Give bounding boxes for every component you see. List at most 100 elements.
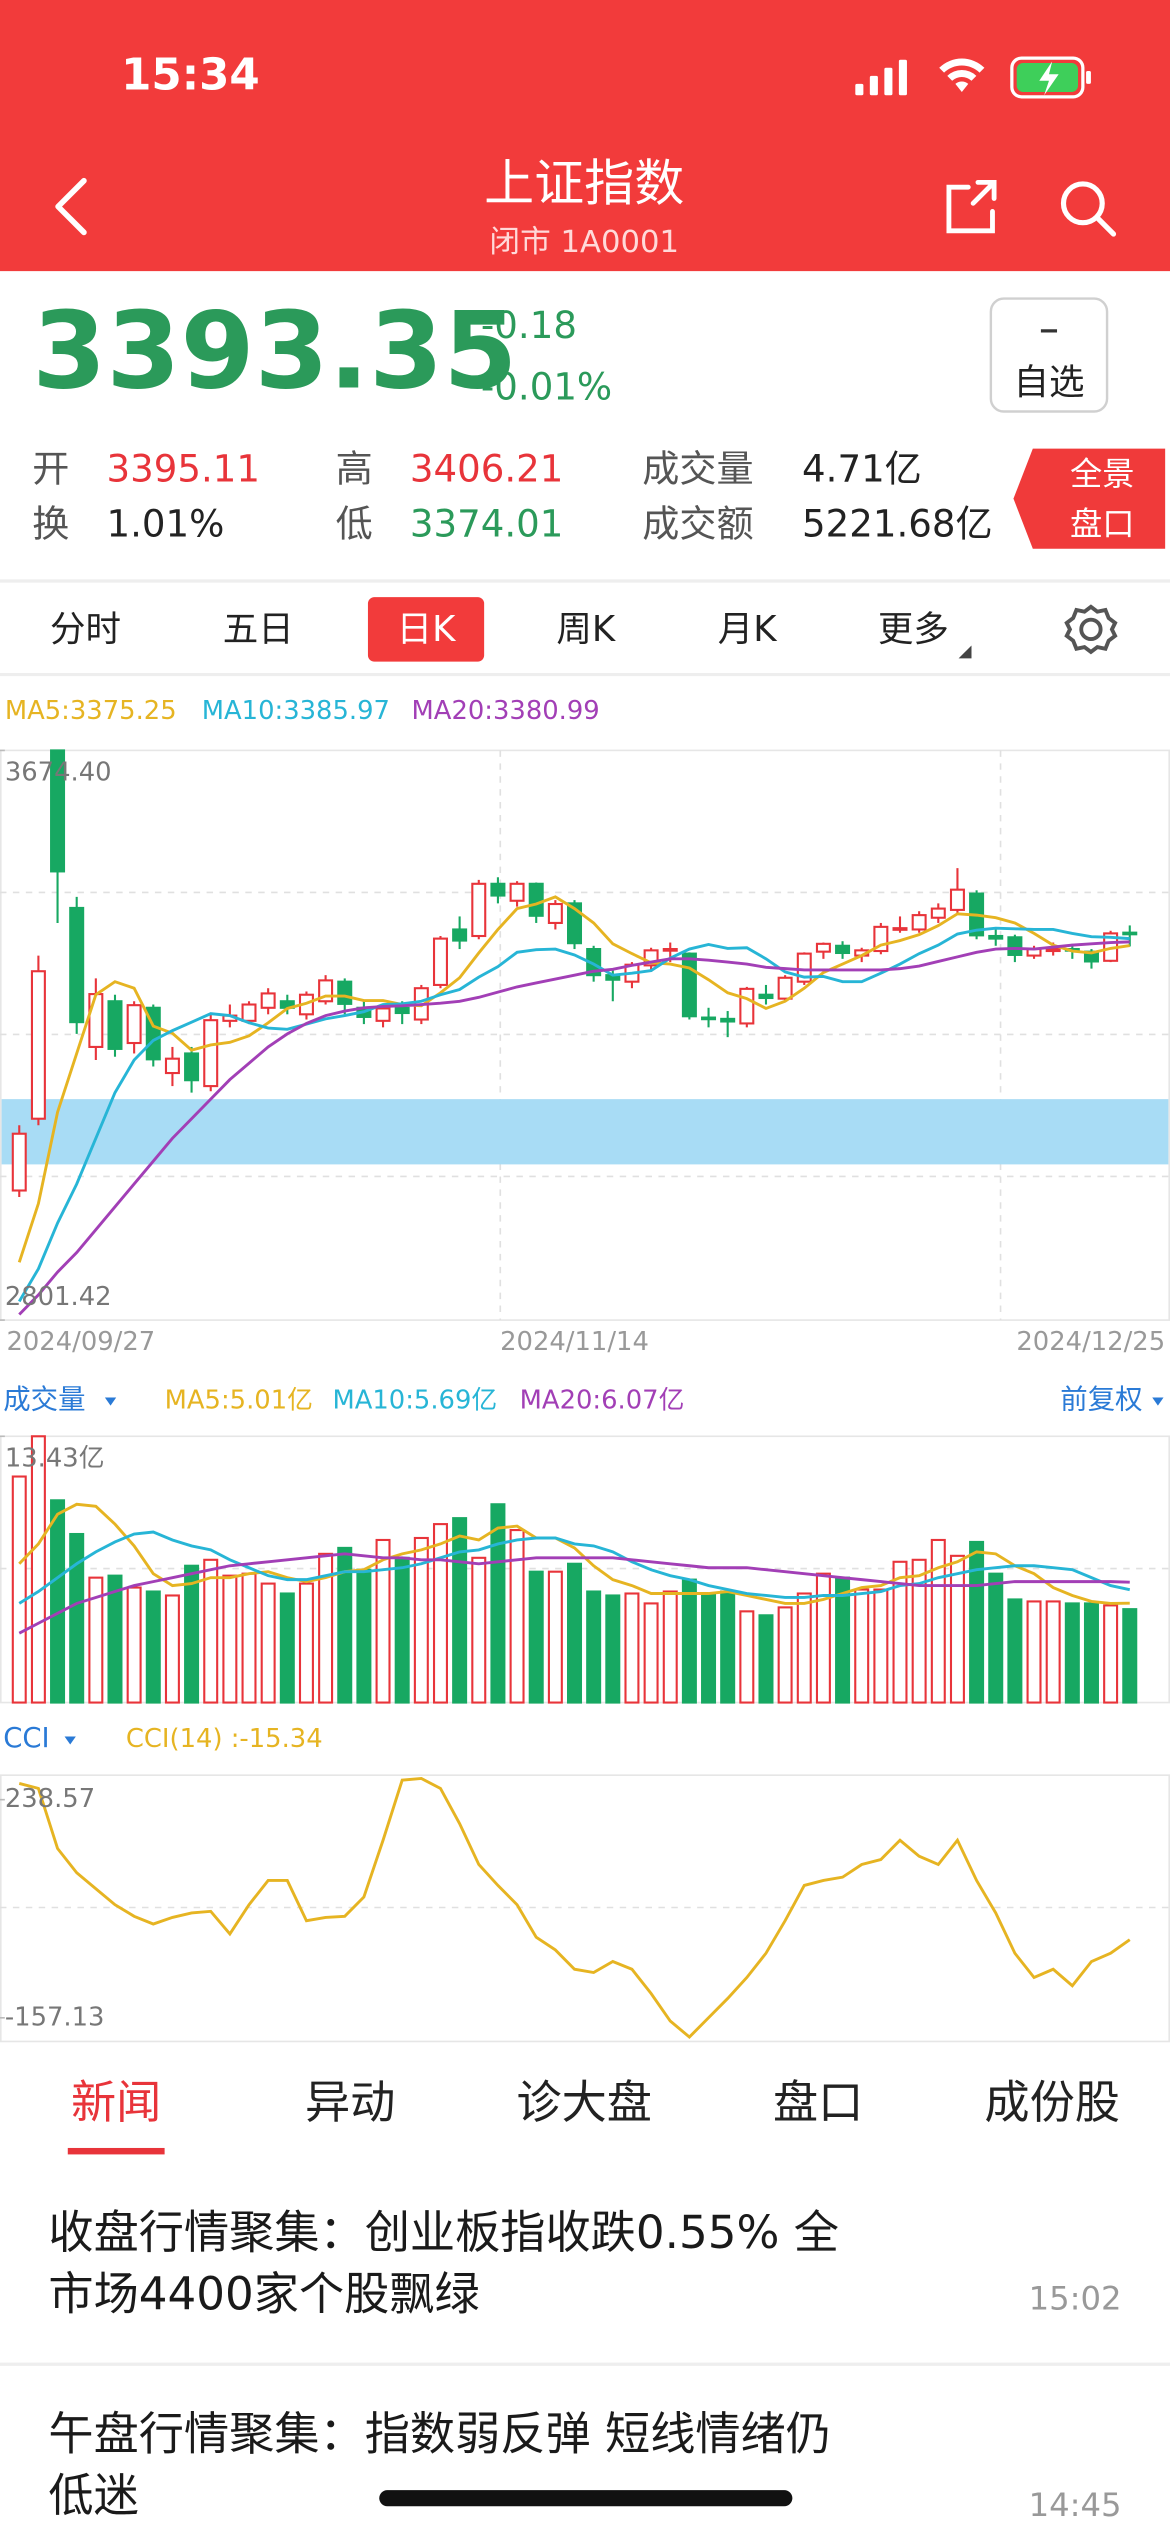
candle-body bbox=[528, 882, 544, 917]
period-tab-label: 周K bbox=[556, 609, 617, 650]
legend-item: MA20:3380.99 bbox=[412, 696, 600, 726]
y-tick-label: 2801.42 bbox=[5, 1282, 112, 1312]
candle-body bbox=[394, 1006, 410, 1015]
legend-item: CCI(14) :-15.34 bbox=[126, 1724, 323, 1754]
ma-line bbox=[18, 926, 1130, 1303]
news-title[interactable]: 收盘行情聚集：创业板指收跌0.55% 全市场4400家个股飘绿 bbox=[48, 2206, 839, 2321]
candle-body bbox=[777, 976, 793, 1000]
volume-bar bbox=[184, 1564, 200, 1704]
candle-body bbox=[681, 952, 697, 1018]
candle-body bbox=[11, 1132, 27, 1192]
period-tab[interactable]: 周K bbox=[556, 609, 617, 650]
news-tab[interactable]: 成份股 bbox=[984, 2076, 1120, 2129]
news-tab[interactable]: 盘口 bbox=[773, 2076, 863, 2129]
volume-bar bbox=[490, 1503, 506, 1704]
indicator-title: 成交量 bbox=[3, 1384, 85, 1415]
stat-label: 低 bbox=[336, 503, 373, 546]
period-tab-label: 五日 bbox=[223, 609, 294, 650]
period-tab[interactable]: 日K bbox=[367, 597, 485, 662]
volume-bar bbox=[394, 1556, 410, 1704]
indicator-selector[interactable]: 成交量 bbox=[3, 1384, 117, 1415]
period-tab[interactable]: 分时 bbox=[50, 609, 121, 650]
candle-body bbox=[107, 1000, 123, 1050]
candle-body bbox=[949, 888, 965, 911]
panorama-button[interactable]: 全景 盘口 bbox=[1013, 448, 1166, 549]
volume-bar bbox=[930, 1538, 946, 1704]
candle-body bbox=[471, 882, 487, 938]
candle-body bbox=[815, 942, 831, 953]
candle-body bbox=[1045, 948, 1061, 953]
volume-bar bbox=[643, 1602, 659, 1704]
volume-bar bbox=[854, 1588, 870, 1704]
candle-body bbox=[375, 1007, 391, 1022]
candle-body bbox=[126, 1004, 142, 1045]
news-tab[interactable]: 新闻 bbox=[67, 2076, 165, 2155]
period-tab-label: 日K bbox=[397, 609, 458, 650]
volume-bar bbox=[701, 1592, 717, 1704]
news-title[interactable]: 午盘行情聚集：指数弱反弹 短线情绪仍低迷 bbox=[48, 2407, 831, 2523]
volume-bar bbox=[509, 1529, 525, 1704]
period-tab[interactable]: 更多 bbox=[878, 609, 972, 659]
stat-value: 1.01% bbox=[107, 503, 225, 546]
news-tab[interactable]: 诊大盘 bbox=[516, 2076, 652, 2129]
candle-body bbox=[911, 914, 927, 931]
candle-body bbox=[567, 902, 583, 945]
volume-bar bbox=[528, 1570, 544, 1704]
price-change-percent: -0.01% bbox=[481, 365, 612, 408]
ma-line bbox=[17, 895, 1130, 1263]
stat-value: 3406.21 bbox=[410, 448, 563, 491]
candle-body bbox=[490, 882, 506, 897]
legend-item: MA5:3375.25 bbox=[5, 696, 177, 726]
share-button[interactable] bbox=[946, 179, 997, 234]
period-tab[interactable]: 月K bbox=[718, 609, 779, 650]
news-tab[interactable]: 异动 bbox=[305, 2076, 395, 2129]
volume-bar bbox=[413, 1536, 429, 1704]
volume-bar bbox=[69, 1532, 85, 1704]
adjustment-selector[interactable]: 前复权 bbox=[1060, 1384, 1164, 1415]
legend-item: MA10:3385.97 bbox=[202, 696, 390, 726]
watch-button[interactable]: 自选 bbox=[989, 297, 1109, 413]
dropdown-arrow bbox=[104, 1397, 117, 1406]
status-icons bbox=[855, 56, 1091, 99]
back-button[interactable] bbox=[55, 177, 87, 236]
candle-body bbox=[203, 1019, 219, 1088]
charts: MA5:3375.25 MA10:3385.97 MA20:3380.99 3674.… bbox=[0, 696, 1169, 2040]
stat-value: 5221.68亿 bbox=[802, 503, 993, 546]
candle-body bbox=[662, 948, 678, 952]
volume-bar bbox=[892, 1560, 908, 1704]
x-tick-label: 2024/11/14 bbox=[500, 1327, 649, 1357]
volume-bar bbox=[30, 1435, 46, 1704]
period-tab[interactable]: 五日 bbox=[223, 609, 294, 650]
volume-bar bbox=[720, 1590, 736, 1704]
volume-bar bbox=[1103, 1604, 1119, 1704]
stat-value: 4.71亿 bbox=[802, 448, 922, 491]
y-tick-label: -157.13 bbox=[5, 2002, 105, 2032]
volume-bar bbox=[107, 1574, 123, 1704]
candle-body bbox=[50, 749, 66, 873]
period-tab-label: 分时 bbox=[50, 609, 121, 650]
header-title: 上证指数 bbox=[484, 155, 684, 213]
y-tick-label: 13.43亿 bbox=[5, 1443, 105, 1473]
panorama-label: 全景 bbox=[1070, 455, 1135, 493]
adjustment-label: 前复权 bbox=[1060, 1384, 1142, 1415]
x-tick-label: 2024/12/25 bbox=[1016, 1327, 1165, 1357]
last-price: 3393.35 bbox=[32, 290, 517, 414]
header-subtitle: 闭市 1A0001 bbox=[489, 225, 679, 260]
candle-body bbox=[452, 928, 468, 942]
candle-body bbox=[164, 1057, 180, 1075]
home-indicator bbox=[379, 2490, 793, 2507]
volume-ma-line bbox=[18, 1530, 1131, 1605]
search-button[interactable] bbox=[1060, 181, 1117, 237]
volume-bar bbox=[471, 1556, 487, 1704]
volume-bar bbox=[375, 1538, 391, 1704]
candle-body bbox=[337, 980, 353, 1005]
volume-bar bbox=[739, 1610, 755, 1704]
settings-button[interactable] bbox=[1064, 604, 1118, 655]
x-tick-label: 2024/09/27 bbox=[6, 1327, 155, 1357]
volume-bar bbox=[88, 1576, 104, 1704]
volume-bar bbox=[279, 1592, 295, 1704]
indicator-selector[interactable]: CCI bbox=[3, 1723, 76, 1754]
